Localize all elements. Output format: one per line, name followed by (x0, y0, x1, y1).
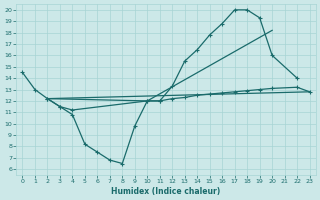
X-axis label: Humidex (Indice chaleur): Humidex (Indice chaleur) (111, 187, 221, 196)
